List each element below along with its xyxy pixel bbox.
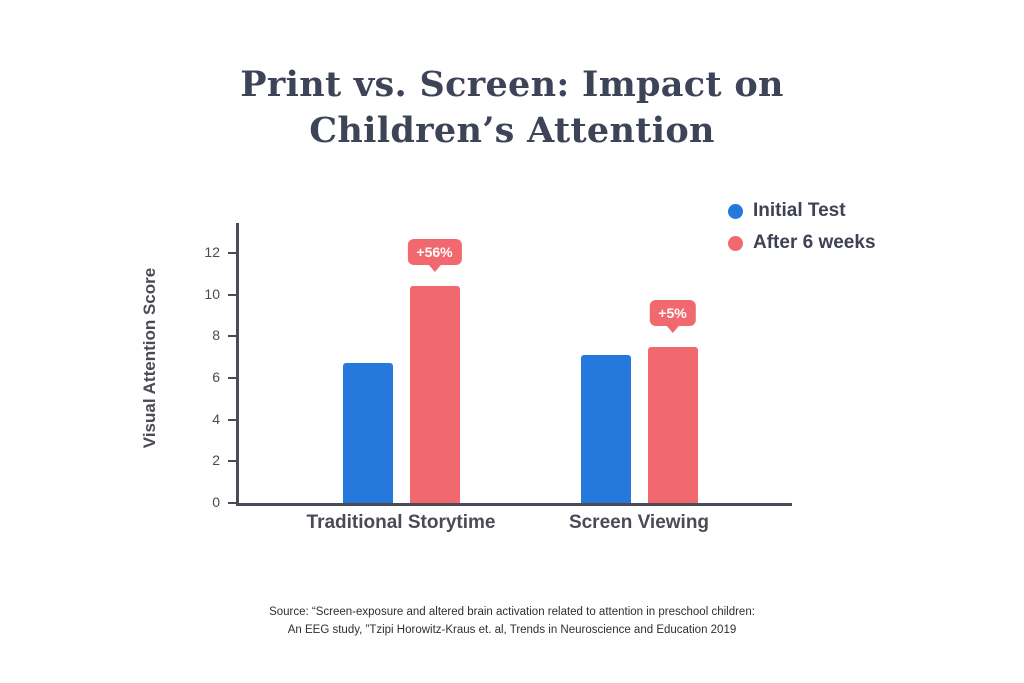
y-tick-mark (228, 335, 236, 338)
legend: Initial Test After 6 weeks (728, 200, 876, 264)
x-category-label-traditional-storytime: Traditional Storytime (306, 512, 496, 533)
source-line-2: An EEG study, ”Tzipi Horowitz-Kraus et. … (287, 623, 737, 636)
bar-after-6-weeks (647, 346, 698, 503)
x-category-label-screen-viewing: Screen Viewing (568, 512, 710, 533)
annotation-badge-label: +5% (649, 299, 696, 326)
bar-after-6-weeks (409, 286, 460, 503)
y-tick-label: 6 (212, 369, 220, 386)
y-tick-mark (228, 418, 236, 421)
annotation-badge: +5% (649, 299, 696, 333)
legend-label-initial-test: Initial Test (753, 200, 846, 221)
legend-dot-after-6-weeks (728, 235, 743, 251)
legend-item-after-6-weeks: After 6 weeks (728, 232, 876, 254)
y-tick-mark (228, 377, 236, 380)
legend-label-after-6-weeks: After 6 weeks (753, 232, 876, 253)
y-tick-label: 8 (212, 327, 220, 344)
y-tick-label: 4 (212, 410, 220, 427)
chart-title: Print vs. Screen: Impact on Children’s A… (240, 64, 784, 152)
y-axis-title: Visual Attention Score (140, 267, 159, 449)
annotation-badge-pointer (428, 265, 441, 273)
y-tick-label: 0 (212, 494, 220, 510)
source-citation: Source: “Screen-exposure and altered bra… (192, 604, 832, 640)
y-tick-mark (228, 502, 236, 504)
y-axis-line (236, 223, 239, 506)
annotation-badge-pointer (666, 325, 679, 333)
bar-initial-test (580, 355, 631, 503)
legend-dot-initial-test (728, 203, 743, 219)
y-tick-label: 2 (212, 452, 220, 469)
y-tick-mark (228, 460, 236, 463)
source-line-1: Source: “Screen-exposure and altered bra… (269, 606, 755, 618)
x-axis-line (236, 503, 792, 506)
y-tick-label: 12 (204, 244, 220, 261)
annotation-badge-label: +56% (407, 239, 462, 266)
legend-item-initial-test: Initial Test (728, 200, 876, 222)
bar-initial-test (342, 363, 393, 503)
y-tick-mark (228, 252, 236, 255)
y-tick-mark (228, 293, 236, 296)
y-tick-label: 10 (204, 285, 220, 302)
annotation-badge: +56% (407, 239, 462, 273)
